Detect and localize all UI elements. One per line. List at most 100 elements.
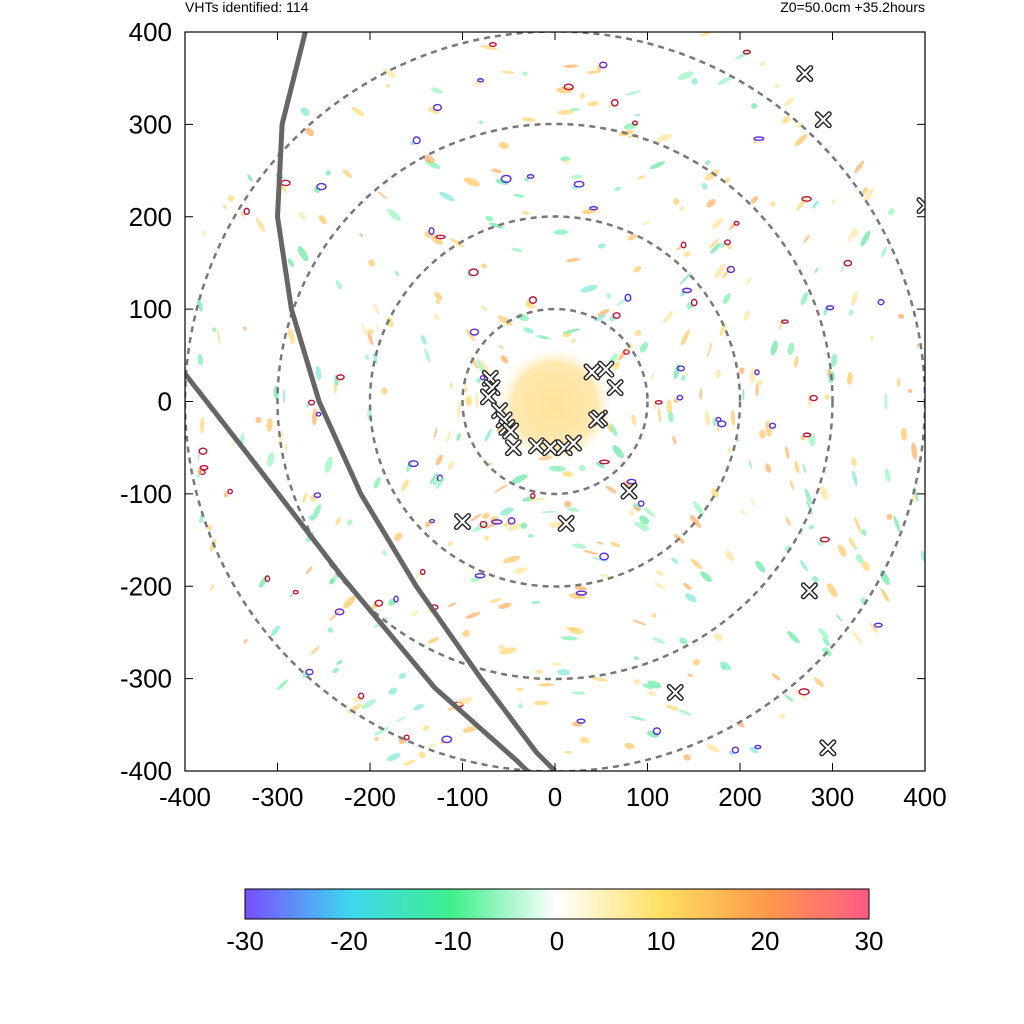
field-blob [266, 418, 273, 432]
field-blob [420, 334, 427, 345]
field-blob [473, 81, 480, 86]
field-blob [374, 726, 390, 736]
field-blob [523, 327, 534, 334]
contour-loop [227, 488, 234, 495]
contour-loop [843, 259, 853, 267]
field-blob [713, 633, 723, 642]
vht-marker [583, 363, 601, 381]
field-blob [329, 578, 335, 585]
field-blob [306, 566, 313, 575]
field-blob [433, 427, 438, 439]
field-blob [489, 597, 502, 603]
field-blob [647, 680, 662, 689]
field-blob [853, 516, 862, 533]
vht-marker-cross [797, 66, 812, 81]
field-blob [666, 399, 673, 413]
field-blob [433, 313, 440, 321]
field-blob [424, 348, 431, 363]
storm-track [275, 32, 557, 771]
contour-loop [781, 319, 789, 324]
field-blob [684, 371, 688, 378]
field-blob [596, 541, 605, 545]
field-blob [524, 177, 529, 182]
range-ring [368, 215, 742, 588]
contour-loop [479, 520, 488, 529]
field-blob [770, 201, 776, 207]
field-blob [564, 159, 570, 165]
vht-marker [588, 411, 606, 429]
field-blob [463, 177, 480, 187]
field-blob [401, 479, 409, 491]
field-blob [549, 465, 566, 472]
contour-loop [507, 517, 516, 525]
field-blob [823, 305, 829, 316]
field-blob [485, 521, 500, 529]
field-blob [812, 200, 819, 209]
field-blob [624, 742, 635, 750]
field-blob [630, 715, 646, 721]
storm-tracks [185, 32, 557, 771]
field-blob [449, 381, 453, 389]
field-blob [682, 582, 692, 590]
colorbar-tick-label: -30 [226, 926, 264, 956]
field-blob [714, 263, 727, 279]
contour-loop [357, 692, 365, 700]
contour-loop [802, 432, 812, 438]
field-blob [774, 84, 780, 89]
field-blob [798, 197, 807, 207]
field-blob [757, 379, 763, 386]
field-blob [639, 521, 650, 530]
field-blob [373, 352, 378, 365]
contour-loop [754, 744, 762, 750]
field-blob [656, 570, 664, 576]
field-blob [587, 101, 599, 107]
field-blob [612, 445, 624, 459]
vht-marker-cross [557, 440, 572, 455]
contour-loop [477, 78, 485, 83]
field-blob [240, 211, 245, 217]
field-blob [656, 133, 673, 143]
field-blob [557, 669, 571, 676]
vht-marker [606, 379, 624, 397]
field-blob [475, 392, 479, 410]
field-blob [800, 291, 808, 306]
field-blob [480, 45, 498, 50]
vht-marker-cross [529, 438, 544, 453]
field-blob [812, 576, 819, 583]
contour-loop [680, 241, 687, 249]
field-blob [771, 673, 781, 681]
field-blob [478, 120, 484, 125]
plot-area [185, 32, 925, 771]
field-blob [381, 387, 388, 395]
contour-loop [469, 328, 480, 336]
field-blob [679, 709, 692, 716]
field-blob [485, 215, 494, 222]
field-blob [789, 480, 795, 491]
field-blob [457, 697, 473, 705]
field-blob [411, 610, 419, 616]
contour-loop [652, 727, 662, 736]
field-blob [799, 560, 808, 572]
field-blob [634, 329, 642, 337]
contour-loop [589, 205, 599, 211]
field-blob [700, 571, 712, 582]
contour-loop [491, 519, 503, 525]
field-blob [749, 746, 759, 754]
field-blob [314, 186, 321, 193]
field-blob [897, 313, 905, 320]
field-blob [530, 600, 541, 604]
field-blob [498, 602, 512, 609]
field-blob [784, 97, 795, 106]
field-blob [709, 238, 720, 249]
field-blob [563, 500, 572, 508]
field-blob [784, 694, 794, 702]
contour-loop [626, 478, 637, 485]
field-blob [704, 160, 711, 165]
field-blob [402, 759, 416, 766]
field-blob [642, 221, 650, 226]
field-blob [813, 677, 824, 688]
field-blob [571, 691, 586, 695]
field-blob [197, 353, 204, 366]
field-blob [804, 488, 812, 504]
field-blob [738, 367, 745, 375]
